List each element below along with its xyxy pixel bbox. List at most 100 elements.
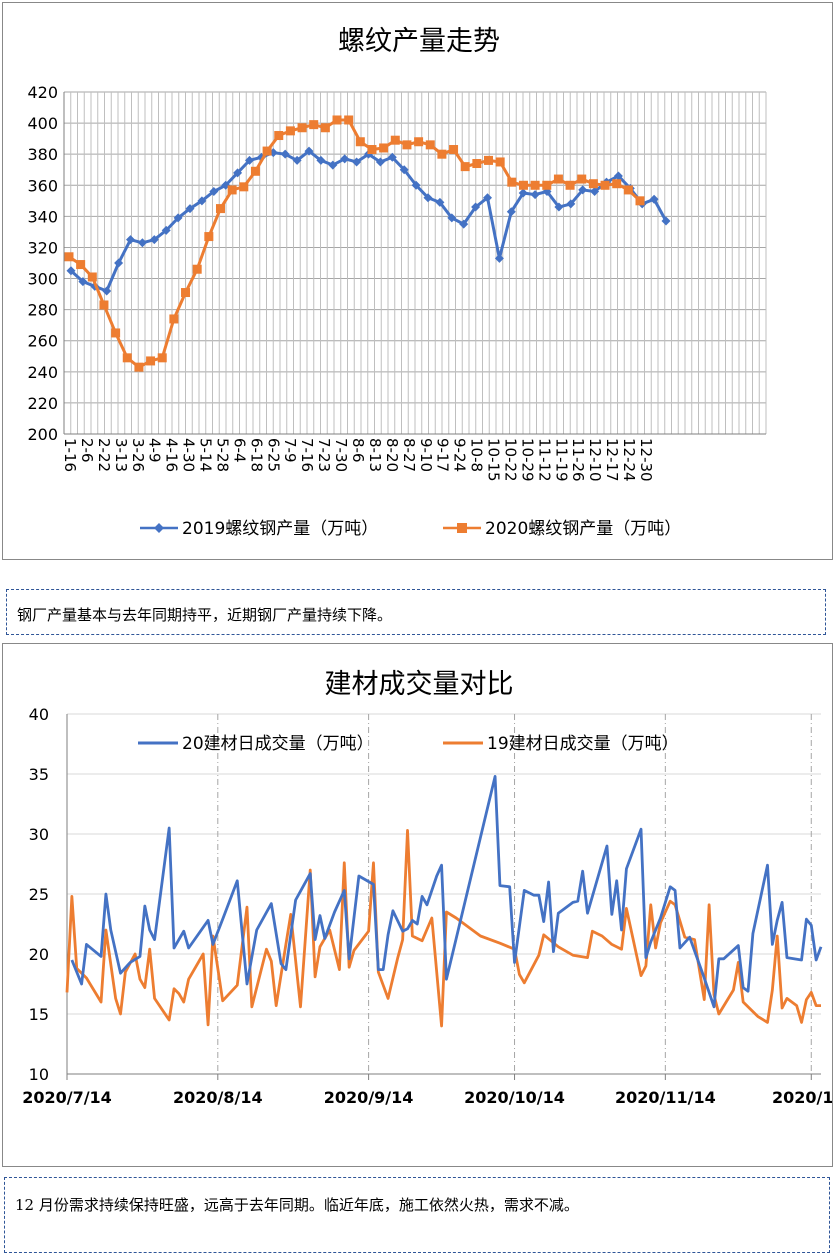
chart1-x-tick-label: 3-13 [112,438,130,472]
series-20-line [70,774,823,1009]
series-2020-point [146,356,156,366]
chart2-panel: 建材成交量对比 10 15 20 25 30 35 40 2020/7/14 2020/8/1… [2,643,838,1167]
chart1-x-tick-label: 11-12 [535,438,553,482]
series-2019-point [245,155,254,165]
chart2-y-tick-label: 40 [29,705,49,724]
series-2020-point [600,180,610,190]
chart1-panel: 螺纹产量走势 200 220 240 260 280 300 320 340 360 380 400… [2,2,833,560]
chart1-x-tick-label: 7-16 [298,438,316,472]
series-2020-point [285,126,295,136]
note-demand-text: 12 月份需求持续保持旺盛，远高于去年同期。临近年底，施工依然火热，需求不减。 [15,1196,579,1214]
chart1-x-tick-label: 10-8 [468,438,486,472]
chart1-y-tick-label: 280 [27,301,58,320]
chart1-y-tick-label: 200 [27,425,58,444]
series-2019-point [411,180,421,190]
chart1-y-axis: 200 220 240 260 280 300 320 340 360 380 400 420 [27,83,58,444]
series-2019-point [459,219,469,229]
trading-volume-chart: 建材成交量对比 10 15 20 25 30 35 40 2020/7/14 2020/8/1… [22,669,838,1107]
series-2020-point [623,185,633,195]
chart1-x-tick-label: 8-6 [349,438,367,463]
note-production: 钢厂产量基本与去年同期持平，近期钢厂产量持续下降。 [6,589,826,635]
series-2019-point [661,216,671,226]
series-2019-point [185,204,195,214]
series-2020-point [344,115,354,125]
series-2020-point [367,145,377,155]
chart1-legend: 2019螺纹钢产量（万吨） 2020螺纹钢产量（万吨） [140,519,681,539]
series-2019-point [554,202,564,212]
series-2020-point [449,145,459,155]
series-2020-point [227,185,237,195]
chart1-y-tick-label: 340 [27,207,58,226]
chart1-x-tick-label: 4-16 [163,438,181,472]
series-2020-point [157,353,167,363]
chart2-y-tick-label: 30 [29,825,49,844]
chart1-x-tick-label: 5-28 [213,438,231,472]
series-2020-point [612,179,622,189]
production-trend-chart: 螺纹产量走势 200 220 240 260 280 300 320 340 360 380 400… [27,26,767,539]
chart1-x-tick-label: 11-19 [552,438,570,482]
chart1-title: 螺纹产量走势 [338,26,500,57]
series-2019-point [209,186,219,196]
series-2020-point [414,137,424,147]
note-production-text: 钢厂产量基本与去年同期持平，近期钢厂产量持续下降。 [17,606,393,624]
series-2019-point [66,266,76,276]
series-2019-point [149,235,159,245]
chart2-y-axis: 10 15 20 25 30 35 40 [29,705,49,1084]
series-2019-point [375,157,385,167]
series-2020-point [262,146,272,156]
chart2-series [65,774,823,1028]
series-2020-point [87,272,97,282]
series-2019-point [506,207,516,217]
chart1-x-tick-label: 10-22 [501,438,519,482]
chart1-x-tick-label: 1-16 [61,438,79,472]
series-2020-point [495,157,505,167]
series-2020-point [122,353,132,363]
series-2020-point [134,362,144,372]
series-2020-point [565,180,575,190]
chart1-x-tick-label: 4-9 [146,438,164,463]
series-2019-point [316,155,326,165]
series-2020-point [239,182,249,192]
series-2019-point [494,253,504,263]
chart2-y-tick-label: 20 [29,945,49,964]
series-2020-point [460,162,470,172]
series-2019-point [102,286,112,296]
series-2019-point [447,213,457,223]
series-2020-point [309,120,319,130]
series-2019-point [328,160,338,170]
series-2019-point [399,165,409,175]
series-2020-point [192,264,202,274]
note-demand: 12 月份需求持续保持旺盛，远高于去年同期。临近年底，施工依然火热，需求不减。 [4,1177,830,1253]
chart1-x-tick-label: 7-9 [281,438,299,463]
series-2020-point [169,314,179,324]
chart1-x-tick-label: 8-13 [366,438,384,472]
chart2-x-tick-label: 2020/9/14 [324,1088,414,1107]
series-2020-point [472,159,482,169]
chart2-y-tick-label: 10 [29,1065,49,1084]
chart2-title: 建材成交量对比 [325,669,514,700]
chart1-x-tick-label: 7-30 [332,438,350,472]
chart1-y-tick-label: 420 [27,83,58,102]
series-2019-point [233,168,243,178]
series-2019-point [435,197,445,207]
chart1-y-tick-label: 400 [27,114,58,133]
chart1-x-tick-label: 9-10 [417,438,435,472]
chart1-x-tick-label: 9-24 [451,438,469,472]
chart2-y-tick-label: 25 [29,885,49,904]
series-2019-point [137,238,147,248]
series-2019-point [483,193,492,203]
series-2019-point [518,188,528,198]
series-2020-point [297,123,307,133]
chart1-x-tick-label: 12-17 [603,438,621,482]
series-2020-point [379,143,389,153]
series-2020-point [111,328,121,338]
chart1-x-tick-label: 2-6 [78,438,96,463]
chart1-x-tick-label: 9-17 [434,438,452,472]
chart1-y-tick-label: 220 [27,394,58,413]
series-2019-point [114,258,124,268]
chart1-x-tick-label: 7-23 [315,438,333,472]
series-2020-point [250,166,260,176]
chart1-x-tick-label: 3-26 [129,438,147,472]
series-2019-point [197,196,207,206]
chart2-x-tick-label: 2020/7/14 [22,1088,112,1107]
